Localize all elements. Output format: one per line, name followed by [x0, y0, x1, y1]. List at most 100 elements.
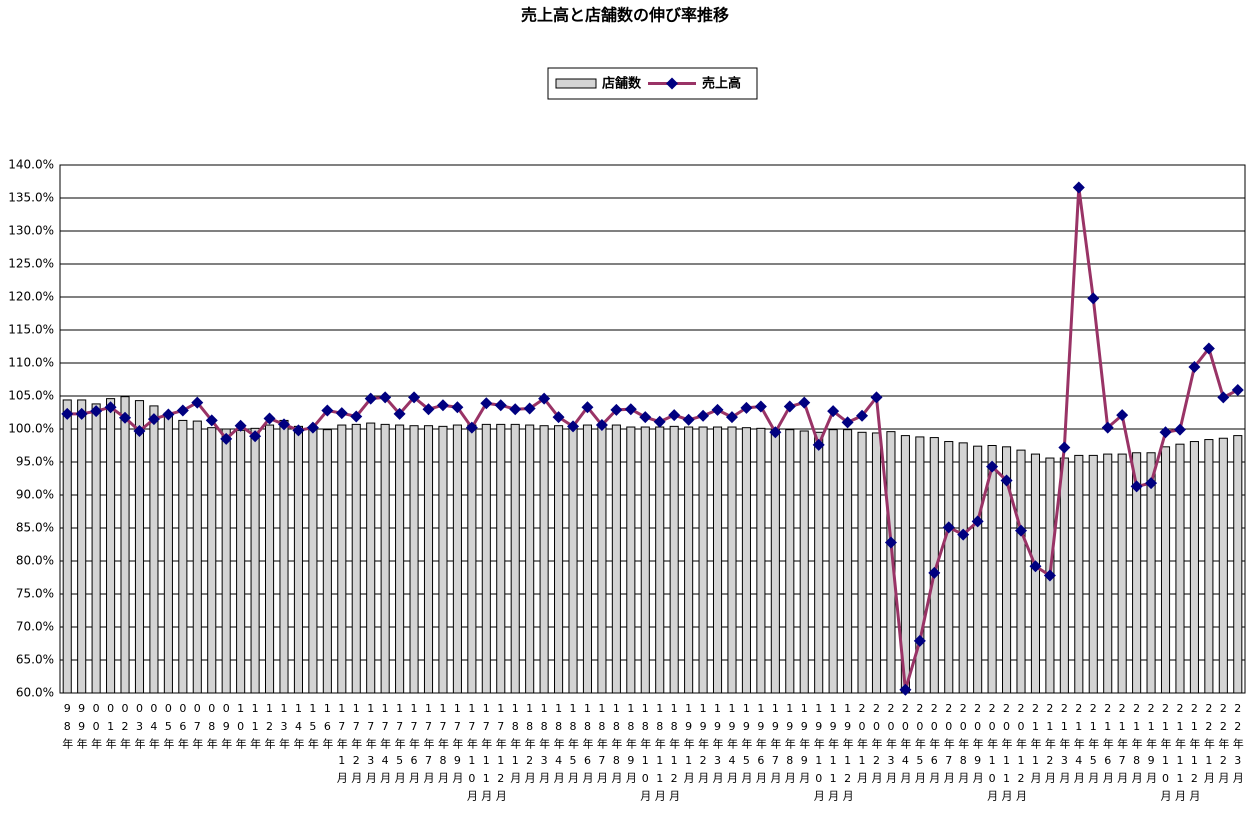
bar	[250, 427, 260, 694]
x-tick-label: 20年1月	[856, 702, 869, 788]
bar	[1189, 441, 1199, 694]
marker	[133, 424, 146, 437]
x-tick-label: 17年12月	[494, 702, 507, 806]
marker	[205, 414, 218, 427]
marker	[725, 411, 738, 424]
x-tick-label: 04年	[147, 702, 160, 754]
x-tick-label: 19年2月	[697, 702, 710, 788]
marker	[249, 430, 262, 443]
bar	[293, 425, 303, 694]
bar	[973, 445, 983, 694]
x-tick-label: 15年	[306, 702, 319, 754]
x-tick-label: 17年10月	[465, 702, 478, 806]
marker	[986, 460, 999, 473]
bar	[1132, 452, 1142, 694]
marker	[61, 407, 74, 420]
x-tick-label: 17年8月	[436, 702, 449, 788]
y-tick-label: 140.0%	[8, 158, 54, 172]
x-tick-label: 19年5月	[740, 702, 753, 788]
marker	[393, 407, 406, 420]
bar	[423, 425, 434, 694]
bar	[756, 427, 766, 694]
x-tick-label: 09年	[220, 702, 233, 754]
bar	[1030, 453, 1041, 694]
bar	[308, 427, 318, 694]
bar	[178, 419, 188, 694]
marker	[306, 421, 319, 434]
marker	[913, 634, 926, 647]
marker	[321, 404, 334, 417]
bar	[727, 426, 737, 694]
legend-swatch	[666, 77, 678, 90]
marker	[870, 391, 883, 404]
x-tick-label: 17年3月	[364, 702, 377, 788]
legend-swatch	[555, 78, 597, 89]
bar	[510, 423, 520, 694]
bar	[814, 431, 824, 694]
x-tick-label: 21年9月	[1145, 702, 1158, 788]
marker	[668, 409, 681, 422]
marker	[624, 403, 637, 416]
x-tick-label: 18年12月	[668, 702, 681, 806]
x-tick-label: 21年7月	[1116, 702, 1129, 788]
bar	[91, 403, 101, 694]
x-tick-label: 20年5月	[913, 702, 926, 788]
bar	[785, 429, 795, 694]
x-tick-label: 22年3月	[1231, 702, 1244, 788]
bar	[452, 424, 462, 694]
x-tick-label: 18年7月	[595, 702, 608, 788]
x-tick-label: 19年6月	[754, 702, 767, 788]
bar	[1146, 452, 1156, 694]
x-tick-label: 99年	[75, 702, 88, 754]
bar	[322, 429, 332, 694]
marker	[827, 405, 840, 418]
marker	[754, 400, 767, 413]
marker	[899, 683, 912, 696]
y-tick-label: 135.0%	[8, 191, 54, 205]
bar	[221, 428, 231, 694]
marker	[1202, 342, 1215, 355]
y-tick-label: 60.0%	[16, 686, 54, 700]
marker	[408, 391, 421, 404]
marker	[1217, 391, 1230, 404]
y-tick-label: 110.0%	[8, 356, 54, 370]
bar	[640, 426, 650, 694]
x-tick-label: 20年11月	[1000, 702, 1013, 806]
marker	[494, 399, 507, 412]
marker	[1145, 477, 1158, 490]
x-tick-label: 19年8月	[783, 702, 796, 788]
x-tick-label: 19年10月	[812, 702, 825, 806]
bar	[1160, 446, 1171, 694]
x-tick-label: 17年4月	[379, 702, 392, 788]
x-tick-label: 02年	[119, 702, 132, 754]
bar	[1059, 457, 1069, 694]
bar	[582, 424, 593, 694]
x-tick-label: 01年	[104, 702, 117, 754]
bar	[1218, 437, 1228, 694]
bar	[1233, 435, 1243, 694]
marker	[841, 416, 854, 429]
x-tick-label: 20年4月	[899, 702, 912, 788]
x-tick-label: 17年7月	[422, 702, 435, 788]
bar	[134, 400, 145, 694]
y-tick-label: 100.0%	[8, 422, 54, 436]
x-tick-label: 17年5月	[393, 702, 406, 788]
x-tick-label: 18年6月	[581, 702, 594, 788]
marker	[697, 409, 710, 422]
legend-label: 売上高	[702, 76, 741, 92]
bar	[712, 426, 723, 694]
marker	[581, 401, 594, 414]
marker	[1015, 524, 1028, 537]
bar	[337, 424, 347, 694]
marker	[75, 407, 88, 420]
x-tick-label: 18年5月	[567, 702, 580, 788]
bar	[395, 424, 405, 694]
x-tick-label: 05年	[162, 702, 175, 754]
bar	[626, 426, 636, 694]
x-tick-label: 17年2月	[350, 702, 363, 788]
marker	[509, 403, 522, 416]
marker	[292, 424, 305, 437]
x-tick-label: 20年7月	[942, 702, 955, 788]
bar	[481, 423, 491, 694]
